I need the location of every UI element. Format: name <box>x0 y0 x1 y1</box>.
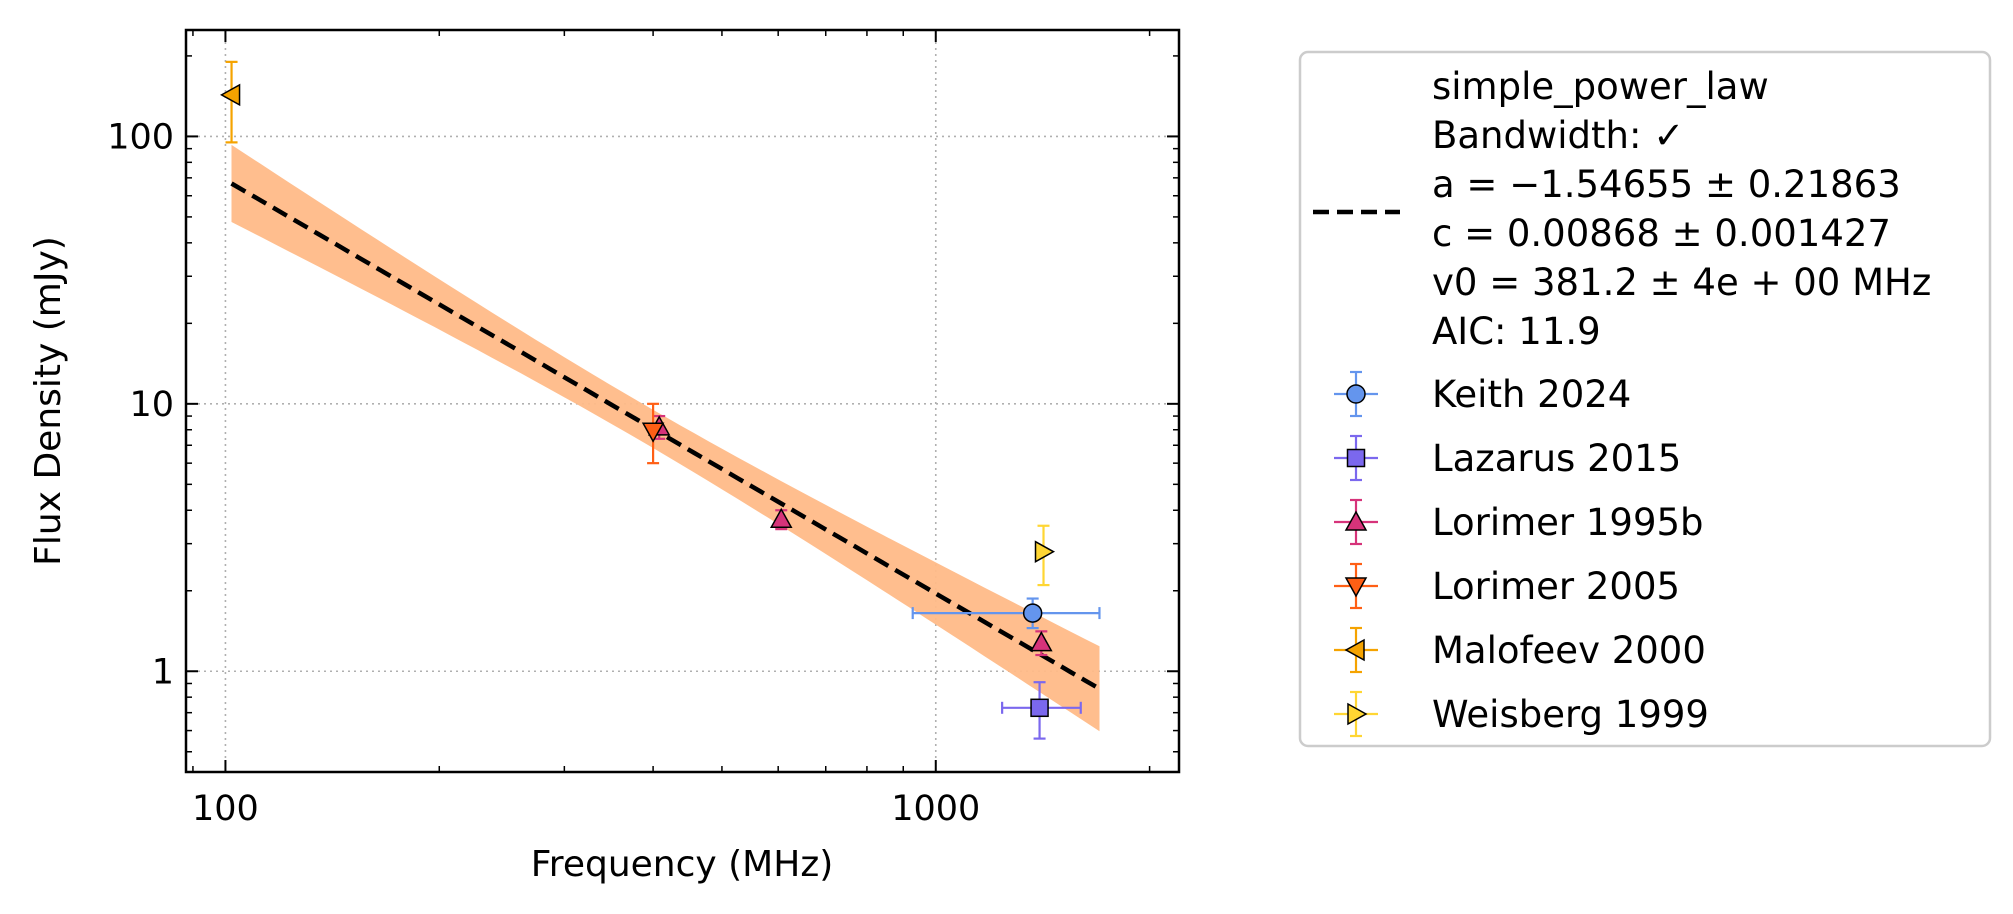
plot-frame <box>184 28 1181 774</box>
legend-marker <box>1346 384 1366 404</box>
data-points <box>220 60 1101 740</box>
data-point-marker <box>1030 698 1049 718</box>
legend-entry: Lazarus 2015 <box>1334 434 1681 482</box>
legend-fit-line-1: simple_power_law <box>1432 65 1769 108</box>
legend-fit-line-4: c = 0.00868 ± 0.001427 <box>1432 212 1891 255</box>
legend-entry: Lorimer 2005 <box>1334 562 1680 610</box>
legend-frame <box>1298 50 1992 748</box>
legend-label: Lorimer 2005 <box>1432 565 1680 608</box>
legend-marker <box>1344 638 1365 662</box>
y-tick-label: 100 <box>107 117 174 157</box>
data-point-marker <box>220 83 241 107</box>
fit-uncertainty-band <box>231 144 1100 732</box>
legend-entry: Keith 2024 <box>1334 370 1631 418</box>
data-point-marker <box>641 422 665 443</box>
y-tick-label: 1 <box>152 652 174 692</box>
legend: simple_power_law Bandwidth: ✓ a = −1.546… <box>1298 50 1992 748</box>
x-tick-label: 1000 <box>891 789 980 829</box>
axis-ticks: 100 1000 1 10 100 <box>107 30 1179 829</box>
x-tick-label: 100 <box>192 789 259 829</box>
legend-marker <box>1346 448 1366 468</box>
legend-entry: Lorimer 1995b <box>1334 498 1704 546</box>
legend-marker <box>1344 577 1368 598</box>
legend-label: Weisberg 1999 <box>1432 693 1709 736</box>
legend-label: Keith 2024 <box>1432 373 1631 416</box>
fit-band-group <box>231 144 1100 732</box>
legend-label: Lazarus 2015 <box>1432 437 1681 480</box>
y-axis-label: Flux Density (mJy) <box>28 236 69 566</box>
legend-fit-line-6: AIC: 11.9 <box>1432 310 1601 353</box>
data-point-marker <box>1030 631 1053 652</box>
y-tick-label: 10 <box>129 385 174 425</box>
legend-fit-line-3: a = −1.54655 ± 0.21863 <box>1432 163 1901 206</box>
data-point-marker <box>1022 603 1043 623</box>
legend-fit-line-5: v0 = 381.2 ± 4e + 00 MHz <box>1432 261 1931 304</box>
data-point-marker <box>769 507 793 529</box>
data-point-marker <box>1034 540 1056 563</box>
legend-label: Malofeev 2000 <box>1432 629 1706 672</box>
legend-fit-line-2: Bandwidth: ✓ <box>1432 114 1684 157</box>
legend-entry: Malofeev 2000 <box>1334 626 1706 674</box>
grid-lines <box>186 30 1179 772</box>
legend-marker <box>1344 510 1368 531</box>
x-axis-label: Frequency (MHz) <box>531 844 834 885</box>
legend-label: Lorimer 1995b <box>1432 501 1704 544</box>
legend-entry: Weisberg 1999 <box>1334 690 1709 738</box>
legend-marker <box>1347 702 1368 726</box>
